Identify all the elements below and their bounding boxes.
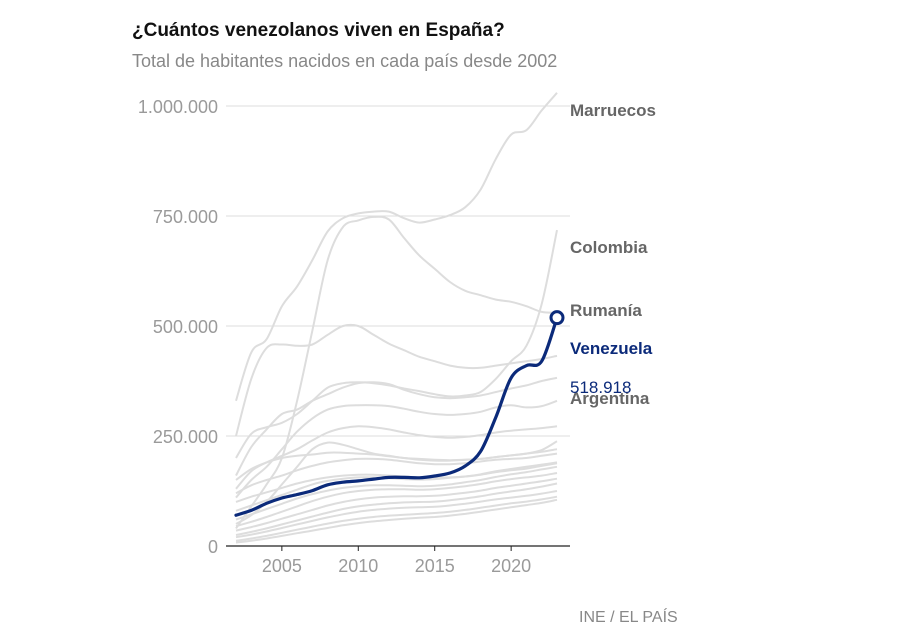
series-line-other xyxy=(235,323,558,437)
series-label-colombia: Colombia xyxy=(570,238,648,257)
series-line-other xyxy=(235,425,558,490)
series-line-venezuela xyxy=(234,316,559,517)
venezuela-value-label: 518.918 xyxy=(570,378,631,397)
x-tick-label: 2015 xyxy=(415,556,455,576)
source-credit: INE / EL PAÍS xyxy=(579,609,678,626)
chart-subtitle: Total de habitantes nacidos en cada país… xyxy=(132,51,558,71)
series-line-other xyxy=(235,465,558,521)
series-line-other xyxy=(235,472,558,528)
y-tick-label: 500.000 xyxy=(153,317,218,337)
series-line-other xyxy=(235,477,558,532)
venezuela-endpoint-marker xyxy=(549,310,565,326)
series-label-marruecos: Marruecos xyxy=(570,101,656,120)
series-label-rumanía: Rumanía xyxy=(570,301,642,320)
series-label-venezuela: Venezuela xyxy=(570,339,653,358)
chart-title: ¿Cuántos venezolanos viven en España? xyxy=(132,20,505,41)
series-line-other xyxy=(235,495,558,542)
series-label-argentina: Argentina xyxy=(570,389,650,408)
series-line-other xyxy=(235,490,558,539)
series-line-rumanía xyxy=(235,215,558,529)
y-tick-label: 250.000 xyxy=(153,427,218,447)
series-line-other xyxy=(235,498,558,544)
series-line-other xyxy=(235,452,558,495)
x-tick-label: 2020 xyxy=(491,556,531,576)
series-line-other xyxy=(235,482,558,536)
y-tick-label: 0 xyxy=(208,537,218,557)
series-line-marruecos xyxy=(235,92,558,402)
series-line-other xyxy=(235,448,558,481)
y-tick-label: 1.000.000 xyxy=(138,97,218,117)
x-tick-label: 2005 xyxy=(262,556,302,576)
x-tick-label: 2010 xyxy=(338,556,378,576)
series-line-other xyxy=(235,399,558,499)
series-line-argentina xyxy=(235,376,558,477)
y-tick-label: 750.000 xyxy=(153,207,218,227)
